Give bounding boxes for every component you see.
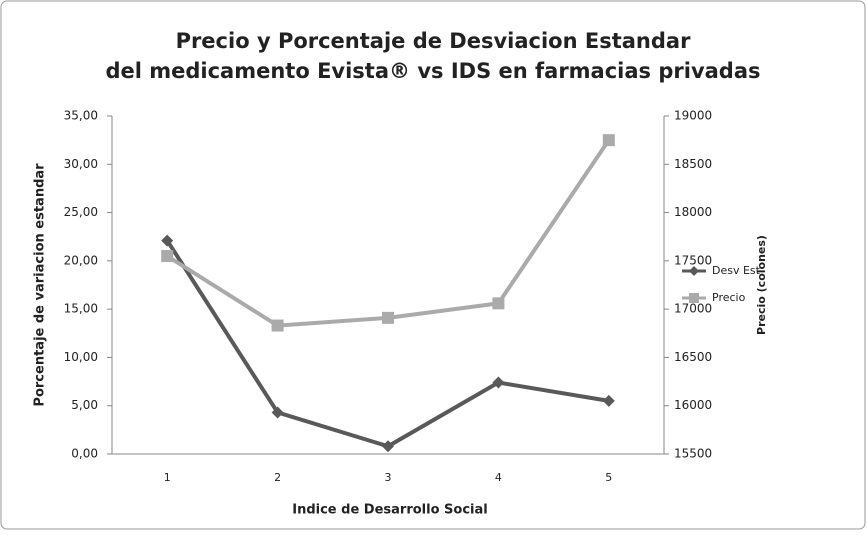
y2-tick-label: 17000 (674, 302, 712, 316)
y2-tick-label: 16000 (674, 398, 712, 412)
marker (492, 297, 505, 310)
y2-axis-label: Precio (colones) (755, 235, 768, 335)
marker (161, 234, 174, 247)
x-axis-label: Indice de Desarrollo Social (292, 503, 487, 518)
y-tick-label: 35,00 (64, 109, 98, 123)
y-tick-label: 15,00 (64, 302, 98, 316)
y-tick-label: 30,00 (64, 157, 98, 171)
y-tick-label: 0,00 (71, 447, 98, 461)
legend-marker (689, 266, 699, 276)
x-tick-label: 2 (274, 471, 281, 484)
y2-tick-label: 17500 (674, 253, 712, 267)
y-tick-label: 25,00 (64, 205, 98, 219)
y2-tick-label: 18500 (674, 157, 712, 171)
y-axis-label: Porcentaje de variacion estandar (33, 163, 48, 407)
y2-tick-label: 19000 (674, 109, 712, 123)
x-tick-label: 4 (495, 471, 502, 484)
x-tick-label: 1 (164, 471, 171, 484)
y2-tick-label: 18000 (674, 205, 712, 219)
y-tick-label: 10,00 (64, 350, 98, 364)
marker (271, 319, 284, 332)
x-tick-label: 5 (605, 471, 612, 484)
legend-label: Precio (712, 291, 746, 304)
chart-title: Precio y Porcentaje de Desviacion Estand… (176, 29, 692, 53)
marker (602, 394, 615, 407)
marker (161, 250, 174, 263)
chart-title: del medicamento Evista® vs IDS en farmac… (105, 59, 760, 83)
marker (271, 406, 284, 419)
legend-label: Desv Est (712, 264, 761, 277)
y2-tick-label: 15500 (674, 447, 712, 461)
marker (382, 440, 394, 453)
marker (492, 376, 505, 389)
x-tick-label: 3 (385, 471, 392, 484)
y2-tick-label: 16500 (674, 350, 712, 364)
y-tick-label: 5,00 (71, 398, 98, 412)
y-tick-label: 20,00 (64, 253, 98, 267)
marker (602, 134, 615, 147)
marker (382, 311, 394, 324)
legend-marker (689, 293, 699, 303)
